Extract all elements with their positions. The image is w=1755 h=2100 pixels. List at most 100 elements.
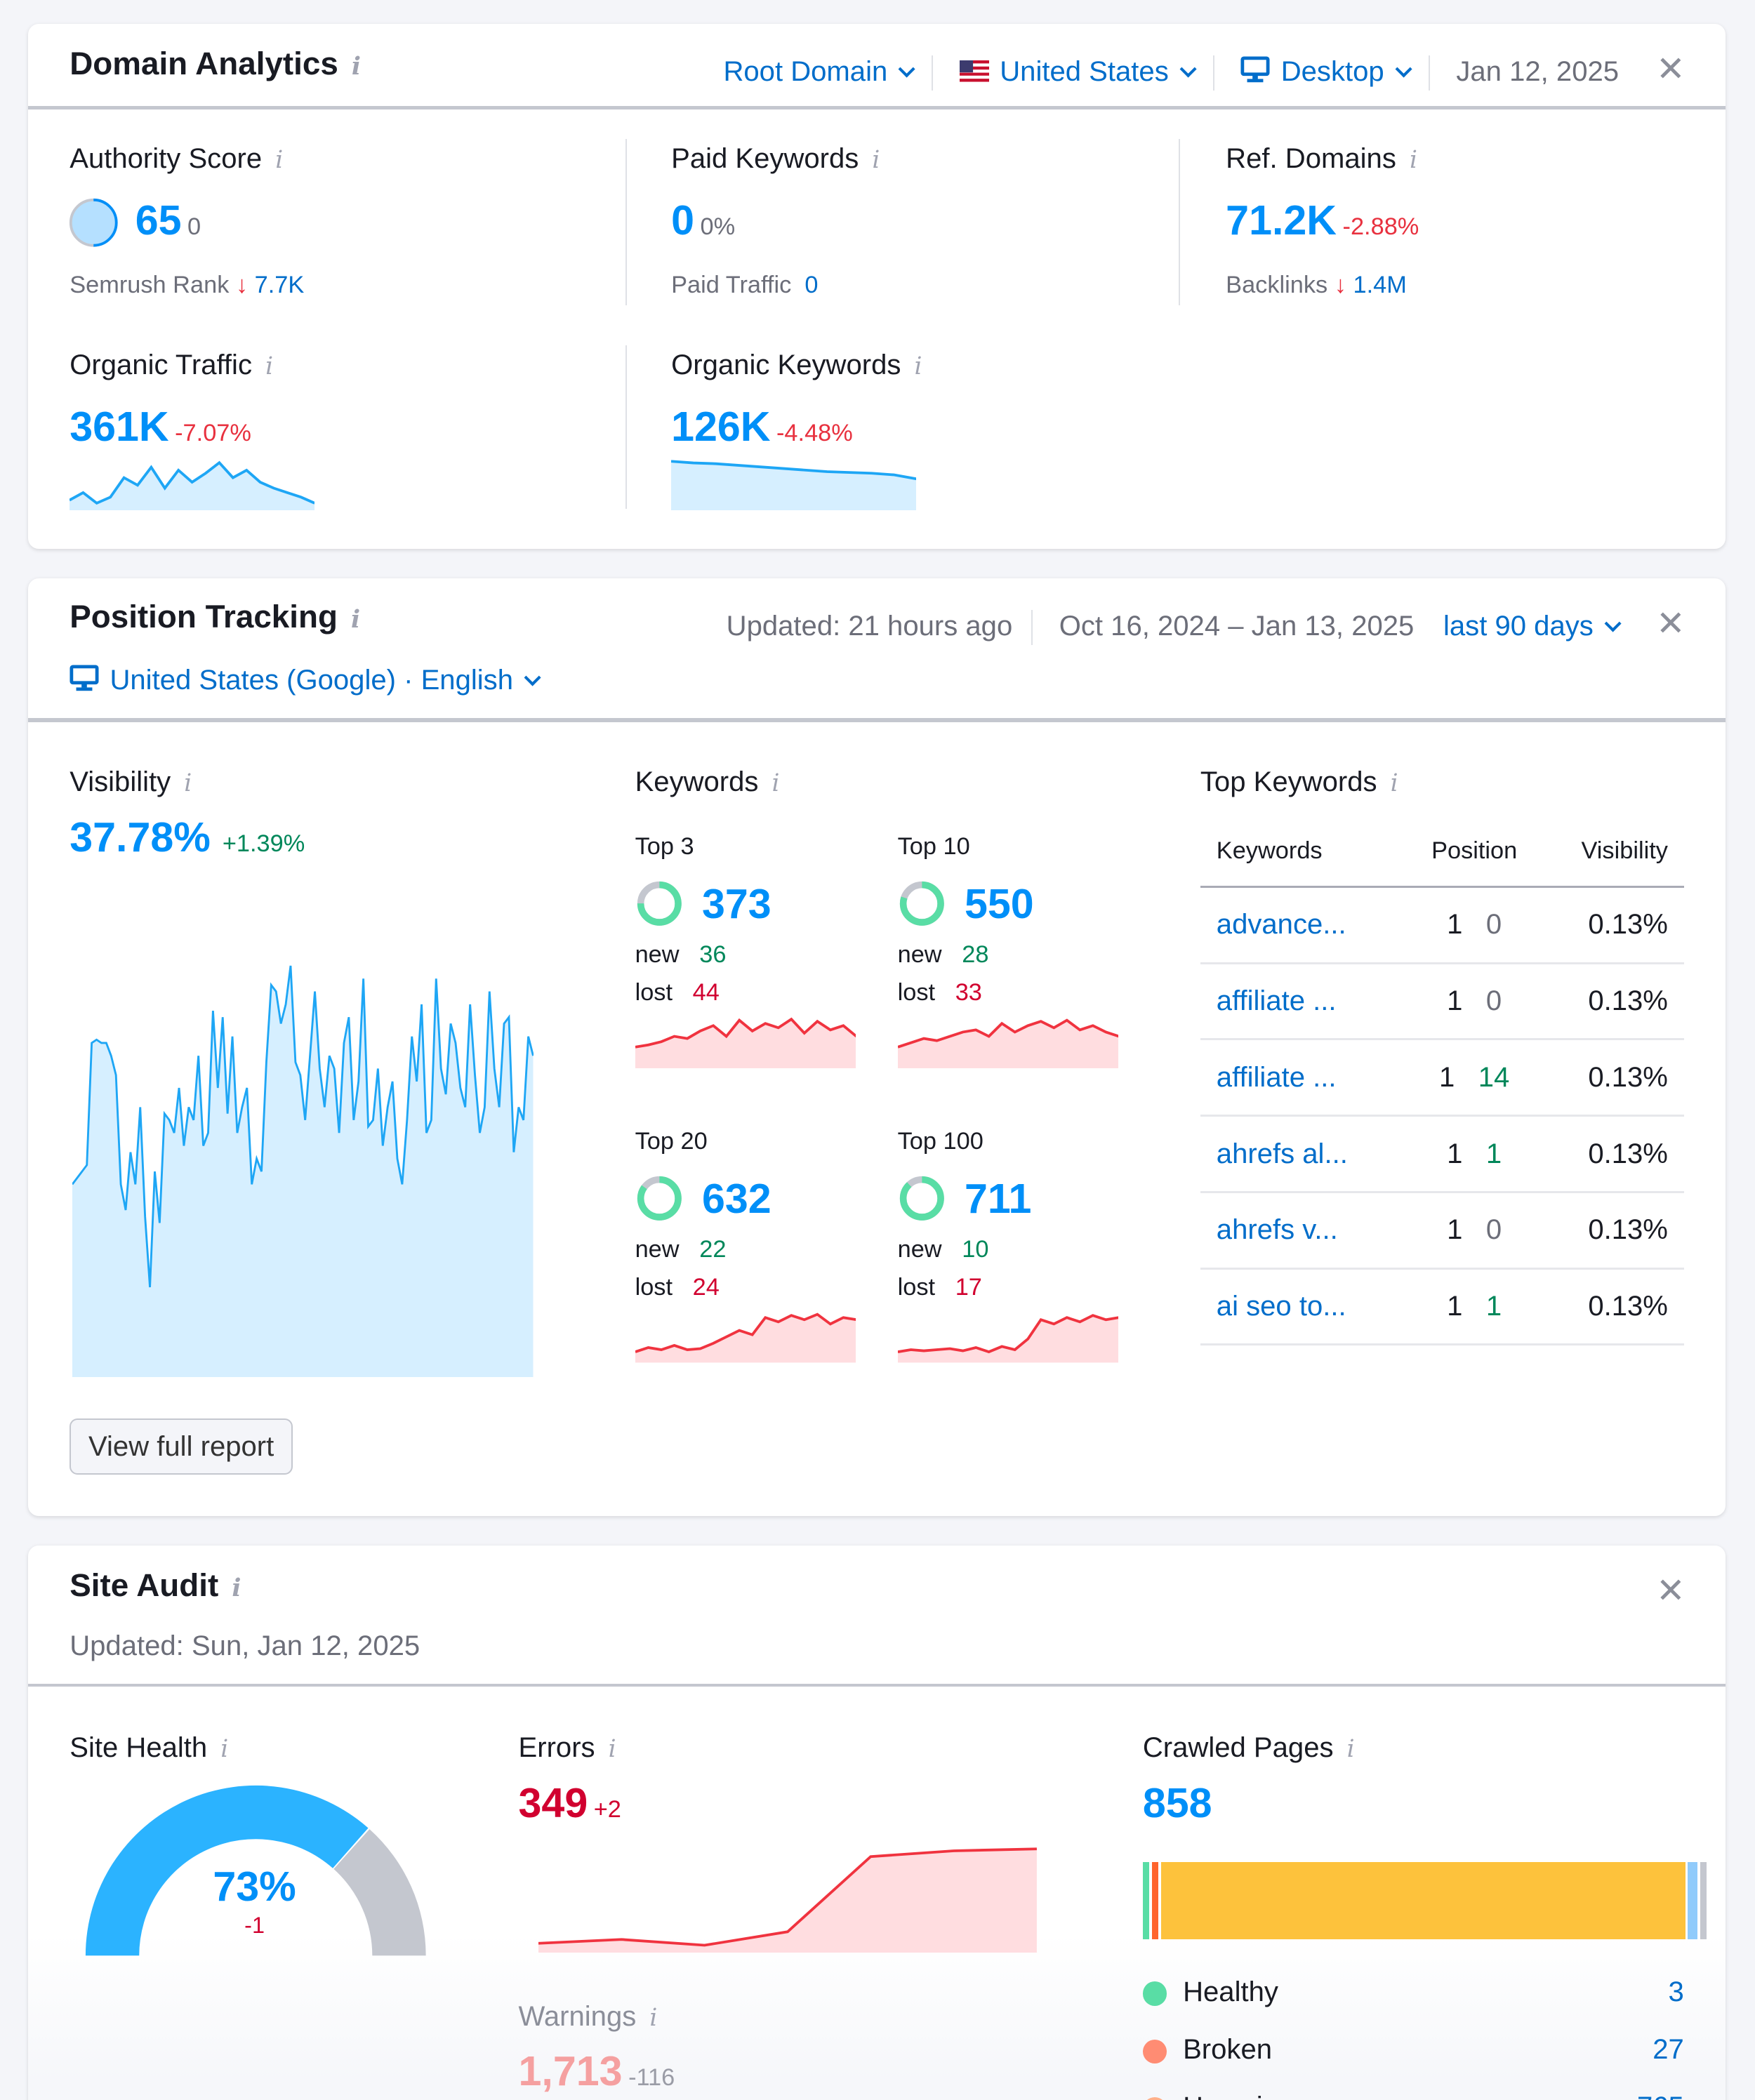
authority-score-icon — [69, 198, 118, 247]
filters-bar: Root Domain United States Desktop Jan 12… — [723, 48, 1686, 91]
organic-keywords-value[interactable]: 126K — [671, 402, 771, 450]
view-full-report-button[interactable]: View full report — [69, 1418, 293, 1475]
keyword-group: Top 100 711 new 10 lost 17 — [897, 1128, 1120, 1369]
info-icon[interactable]: i — [1409, 146, 1417, 175]
site-health-value: 73% — [213, 1862, 296, 1910]
keyword-count[interactable]: 711 — [965, 1174, 1032, 1222]
period-dropdown[interactable]: last 90 days — [1443, 611, 1622, 642]
table-row: ahrefs al... 1 1 0.13% — [1200, 1115, 1684, 1193]
errors-value[interactable]: 349 — [518, 1779, 588, 1827]
backlinks-link[interactable]: 1.4M — [1353, 272, 1407, 299]
line — [72, 965, 534, 1287]
info-icon[interactable]: i — [351, 52, 361, 81]
info-icon[interactable]: i — [649, 2004, 658, 2033]
info-icon[interactable]: i — [608, 1734, 616, 1763]
info-icon[interactable]: i — [914, 352, 922, 381]
site-health-readout: 73% -1 — [161, 1862, 348, 1939]
paid-keywords-value[interactable]: 0 — [671, 196, 694, 244]
updated-label: Updated: Sun, Jan 12, 2025 — [69, 1630, 420, 1661]
donut-icon — [899, 1176, 944, 1221]
keyword-count[interactable]: 632 — [701, 1174, 771, 1222]
organic-traffic-value[interactable]: 361K — [69, 402, 169, 450]
organic-traffic-sparkline — [69, 460, 315, 511]
visibility-value: 37.78% — [69, 813, 211, 861]
ref-domains-value[interactable]: 71.2K — [1226, 196, 1337, 244]
table-row: ahrefs v... 1 0 0.13% — [1200, 1192, 1684, 1270]
column-header[interactable]: Position — [1412, 817, 1537, 888]
info-icon[interactable]: i — [1390, 769, 1398, 797]
date-label: Jan 12, 2025 — [1456, 55, 1620, 87]
domain-analytics-card: Domain Analytics i Root Domain United Sta… — [28, 24, 1726, 550]
info-icon[interactable]: i — [771, 769, 780, 797]
device-dropdown[interactable]: Desktop — [1240, 56, 1412, 87]
bar-segment[interactable] — [1688, 1861, 1698, 1940]
bar-segment[interactable] — [1700, 1861, 1707, 1940]
top-keywords-table: Keywords Position Visibility advance... … — [1200, 817, 1684, 1346]
crawled-pages-bar — [1142, 1861, 1707, 1940]
info-icon[interactable]: i — [351, 606, 361, 634]
keyword-link[interactable]: advance... — [1216, 909, 1346, 941]
legend-item[interactable]: Broken 27 — [1142, 2021, 1684, 2079]
root-domain-dropdown[interactable]: Root Domain — [723, 56, 916, 87]
semrush-rank-link[interactable]: 7.7K — [254, 272, 305, 299]
line — [671, 459, 917, 480]
crawled-pages-value[interactable]: 858 — [1142, 1779, 1212, 1827]
line — [635, 1017, 857, 1049]
bar-segment[interactable] — [1142, 1861, 1150, 1940]
line — [897, 1018, 1120, 1049]
table-row: advance... 1 0 0.13% — [1200, 886, 1684, 964]
warnings-change: -116 — [628, 2064, 675, 2092]
area — [635, 1314, 856, 1363]
location-dropdown[interactable]: United States (Google) · English — [69, 665, 541, 696]
close-icon[interactable]: ✕ — [1656, 48, 1686, 88]
desktop-icon — [1240, 56, 1270, 83]
chevron-down-icon — [1395, 60, 1412, 78]
bar-segment[interactable] — [1151, 1861, 1159, 1940]
desktop-icon — [69, 665, 99, 691]
visibility-label: Visibility i — [69, 766, 192, 797]
info-icon[interactable]: i — [1346, 1734, 1355, 1763]
keyword-link[interactable]: affiliate ... — [1216, 1061, 1337, 1093]
keyword-sparkline — [634, 1312, 856, 1363]
keyword-link[interactable]: ahrefs al... — [1216, 1138, 1348, 1169]
chevron-down-icon — [898, 60, 916, 78]
crawled-pages-label: Crawled Pages i — [1142, 1732, 1355, 1763]
authority-score-label: Authority Score i — [69, 143, 284, 175]
close-icon[interactable]: ✕ — [1656, 1570, 1686, 1610]
info-icon[interactable]: i — [220, 1734, 229, 1763]
warnings-value[interactable]: 1,713 — [518, 2047, 623, 2095]
info-icon[interactable]: i — [265, 352, 274, 381]
column-header[interactable]: Visibility — [1536, 817, 1684, 888]
close-icon[interactable]: ✕ — [1656, 603, 1686, 643]
keyword-count[interactable]: 550 — [965, 879, 1034, 927]
info-icon[interactable]: i — [232, 1574, 241, 1602]
table-row: affiliate ... 1 0 0.13% — [1200, 963, 1684, 1041]
paid-traffic-link[interactable]: 0 — [804, 272, 819, 299]
keyword-group: Top 20 632 new 22 lost 24 — [634, 1128, 858, 1369]
legend-item[interactable]: Have issues765 — [1142, 2079, 1684, 2100]
us-flag-icon — [959, 60, 989, 82]
keyword-group: Top 10 550 new 28 lost 33 — [897, 833, 1120, 1074]
keyword-link[interactable]: ahrefs v... — [1216, 1214, 1338, 1246]
area — [72, 965, 534, 1377]
line — [897, 1314, 1119, 1354]
site-health-change: -1 — [244, 1913, 265, 1939]
keyword-link[interactable]: affiliate ... — [1216, 985, 1337, 1016]
bar-segment[interactable] — [1160, 1861, 1686, 1940]
area — [69, 462, 315, 511]
keyword-link[interactable]: ai seo to... — [1216, 1291, 1346, 1322]
info-icon[interactable]: i — [184, 769, 192, 797]
country-dropdown[interactable]: United States — [959, 56, 1197, 87]
site-health-label: Site Health i — [69, 1732, 229, 1763]
legend-item[interactable]: Healthy 3 — [1142, 1964, 1684, 2021]
area — [897, 1315, 1119, 1363]
divider — [28, 105, 1726, 110]
keyword-count[interactable]: 373 — [701, 879, 771, 927]
area — [897, 1020, 1119, 1068]
organic-keywords-sparkline — [671, 459, 917, 511]
chevron-down-icon — [524, 669, 541, 686]
info-icon[interactable]: i — [275, 146, 284, 175]
info-icon[interactable]: i — [872, 146, 880, 175]
column-header[interactable]: Keywords — [1200, 817, 1413, 888]
ref-domains-label: Ref. Domains i — [1226, 143, 1417, 175]
